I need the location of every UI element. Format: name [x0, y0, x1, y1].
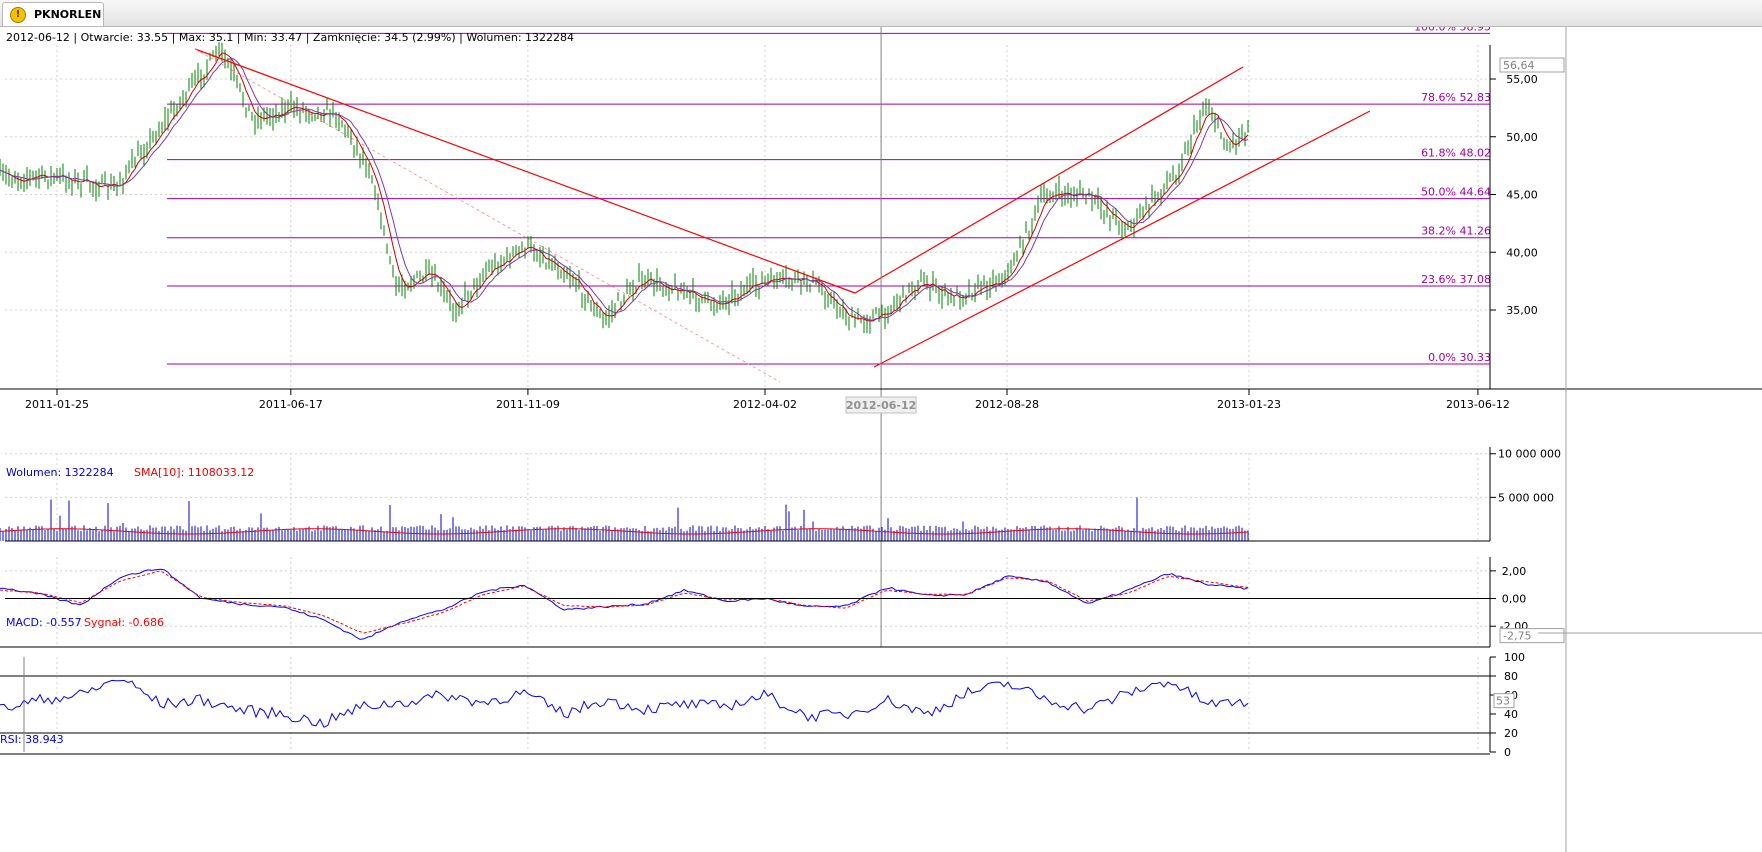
volume-y-tick-label: 5 000 000 [1498, 491, 1554, 504]
warning-icon: ! [10, 6, 26, 23]
x-tick-label: 2011-11-09 [496, 398, 560, 411]
sma-short-line [0, 52, 1249, 322]
price-layer [0, 42, 1249, 334]
x-tick-label: 2013-06-12 [1446, 398, 1510, 411]
channel-lower-line [873, 110, 1371, 368]
x-tick-label: 2012-04-02 [733, 398, 797, 411]
x-tick-label: 2011-06-17 [259, 398, 323, 411]
cursor-date-box [845, 396, 917, 414]
rsi-y-tick-label: 0 [1504, 746, 1511, 759]
fib-level-label: 50.0% 44.64 [1421, 186, 1491, 199]
rsi-y-tick-label: 80 [1504, 670, 1518, 683]
volume-y-tick-label: 10 000 000 [1498, 448, 1561, 461]
price-y-tick-label: 40,00 [1506, 246, 1538, 259]
macd-current-marker: -2,75 [1503, 630, 1531, 643]
rsi-layer [0, 679, 1249, 728]
macd-label: MACD: -0.557 [6, 616, 82, 629]
rsi-line [0, 679, 1249, 728]
rsi-y-tick-label: 100 [1504, 651, 1525, 664]
price-y-tick-label: 45,00 [1506, 189, 1538, 202]
fib-level-label: 78.6% 52.83 [1421, 91, 1491, 104]
volume-layer [0, 497, 1249, 541]
downtrend-line [194, 48, 856, 294]
rsi-current-marker: 53 [1496, 695, 1510, 708]
x-tick-label: 2011-01-25 [25, 398, 89, 411]
fib-level-label: 100.0% 58.95 [1414, 27, 1491, 33]
price-current-marker: 56,64 [1503, 59, 1535, 72]
trendline-layer [194, 48, 1371, 383]
volume-label: Wolumen: 1322284 [6, 466, 114, 479]
chart-area[interactable]: 100.0% 58.95 78.6% 52.83 61.8% 48.02 50.0% … [0, 27, 1762, 852]
price-info-line: 2012-06-12 | Otwarcie: 33.55 | Max: 35.1… [6, 31, 574, 44]
rsi-marker-box [1493, 693, 1515, 709]
price-marker-box [1499, 57, 1565, 73]
rsi-y-tick-label: 40 [1504, 708, 1518, 721]
fib-level-label: 23.6% 37.08 [1421, 273, 1491, 286]
macd-y-tick-label: 2,00 [1502, 565, 1527, 578]
fib-level-label: 61.8% 48.02 [1421, 147, 1491, 160]
x-tick-label: 2013-01-23 [1217, 398, 1281, 411]
rsi-y-tick-label: 20 [1504, 727, 1518, 740]
tab-label: PKNORLEN [34, 8, 102, 21]
cursor-date-label: 2012-06-12 [846, 399, 916, 412]
fibonacci-layer: 100.0% 58.95 78.6% 52.83 61.8% 48.02 50.0% … [167, 27, 1491, 365]
volume-sma-label: SMA[10]: 1108033.12 [134, 466, 254, 479]
price-y-tick-label: 35,00 [1506, 304, 1538, 317]
tab-bar: ! PKNORLEN [0, 0, 1762, 27]
signal-label: Sygnał: -0.686 [84, 616, 164, 629]
macd-layer [0, 568, 1249, 640]
rsi-label: RSI: 38.943 [0, 733, 64, 746]
price-y-tick-label: 55,00 [1506, 73, 1538, 86]
dashed-trendline [194, 48, 781, 383]
grid-layer [5, 45, 1490, 752]
macd-y-tick-label: 0,00 [1502, 593, 1527, 606]
signal-line [0, 570, 1249, 634]
x-tick-label: 2012-08-28 [975, 398, 1039, 411]
volume-sma-line [0, 528, 1249, 535]
channel-upper-line [854, 66, 1244, 294]
macd-marker-box [1499, 628, 1565, 644]
macd-line [0, 568, 1249, 640]
fib-level-label: 38.2% 41.26 [1421, 225, 1491, 238]
price-y-tick-label: 50,00 [1506, 131, 1538, 144]
tab-pknorlen[interactable]: ! PKNORLEN [2, 2, 104, 26]
axis-layer: 2011-01-25 2011-06-17 2011-11-09 2012-04-02… [0, 27, 1762, 852]
sma-long-line [0, 57, 1249, 321]
fib-level-label: 0.0% 30.33 [1428, 351, 1491, 364]
